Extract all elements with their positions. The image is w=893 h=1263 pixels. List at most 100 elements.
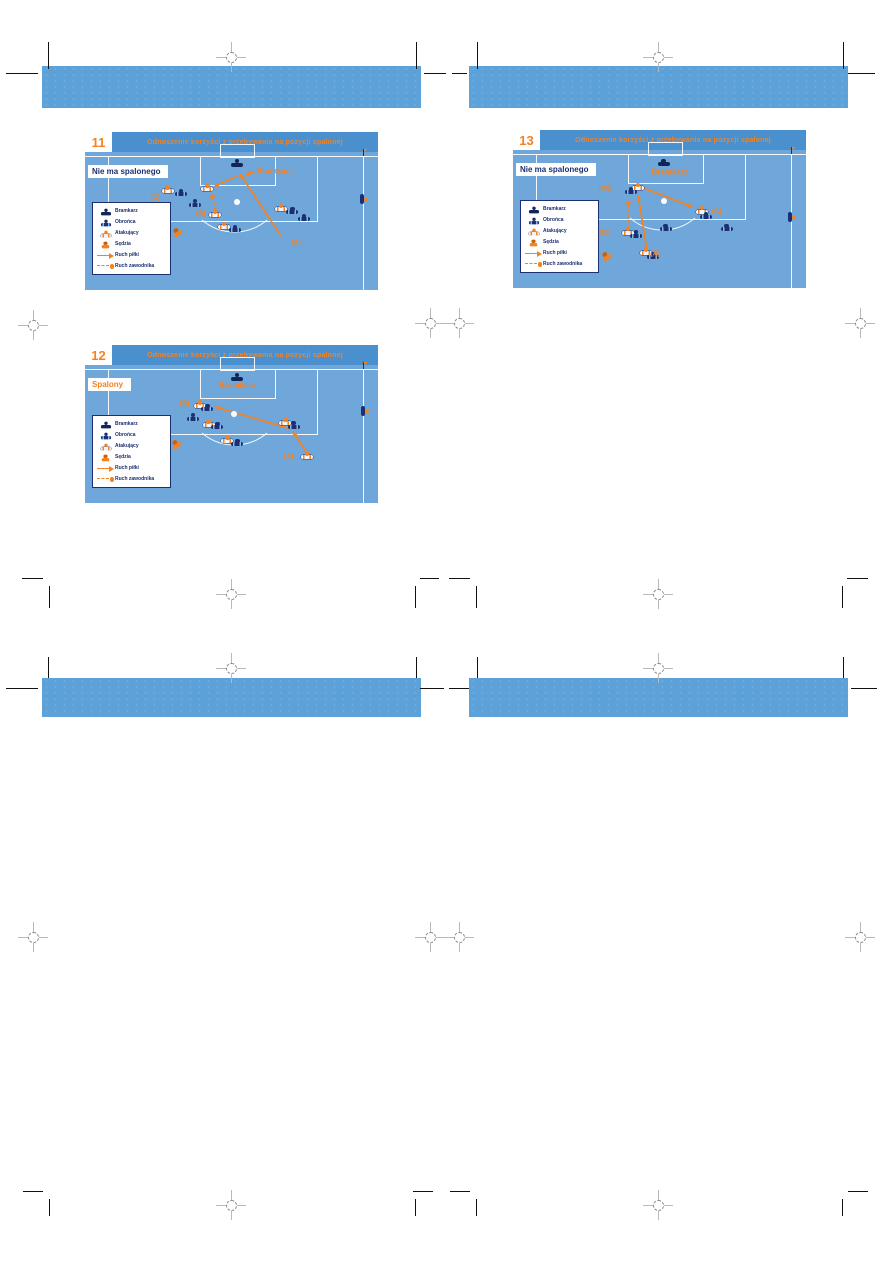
registration-mark	[643, 579, 673, 609]
legend-label: Sędzia	[115, 240, 131, 247]
attacker-icon	[193, 399, 206, 409]
def-body	[175, 192, 188, 197]
att-body	[621, 230, 634, 235]
diagram-title: Odnoszenie korzyści z przebywania na poz…	[147, 351, 343, 359]
legend-label: Ruch zawodnika	[543, 260, 583, 267]
gk-body	[528, 209, 539, 213]
player-label-C: (C)	[150, 194, 161, 202]
def-body	[528, 220, 539, 224]
goal-area-line	[628, 154, 704, 184]
registration-mark	[216, 42, 246, 72]
crop-mark	[848, 73, 875, 74]
crop-mark	[450, 1191, 470, 1192]
def-head	[205, 403, 210, 408]
pitch: Spalony Bramkarz (B) (A) Bramkarz Obrońca Atak…	[85, 356, 378, 503]
goalkeeper-icon	[528, 205, 539, 214]
player-movement-arrow-icon	[96, 475, 115, 485]
offside-diagram-11: 11 Odnoszenie korzyści z przebywania na p…	[85, 132, 378, 290]
ball-movement-arrow-icon	[97, 465, 114, 472]
crop-mark	[848, 1191, 868, 1192]
goalkeeper-label: Bramkarz	[651, 167, 688, 177]
legend-item: Sędzia	[96, 452, 168, 463]
attacker-icon	[217, 221, 230, 231]
defender-icon	[100, 218, 111, 227]
crop-mark	[424, 73, 446, 74]
registration-mark	[845, 308, 875, 338]
def-body	[298, 217, 311, 222]
crop-mark	[23, 1191, 43, 1192]
ball-movement-arrow-icon	[97, 252, 114, 259]
goal-area-line	[200, 369, 276, 399]
ref-body	[101, 457, 110, 461]
attacker-icon	[161, 184, 174, 194]
att-head	[221, 221, 227, 227]
legend-label: Sędzia	[115, 453, 131, 460]
attacker-icon	[100, 442, 111, 451]
def-body	[229, 228, 242, 233]
ball-movement-arrow-icon	[524, 249, 543, 259]
crop-mark	[416, 42, 417, 69]
referee-icon	[96, 240, 115, 250]
defender-icon	[298, 213, 311, 223]
att-body	[528, 231, 539, 235]
player-movement-arrow-icon	[97, 264, 114, 270]
registration-mark	[18, 310, 48, 340]
legend-item: Bramkarz	[96, 206, 168, 217]
attacker-icon	[201, 183, 214, 193]
crop-mark	[415, 586, 416, 608]
legend-label: Ruch zawodnika	[115, 262, 155, 269]
offside-status-label: Spalony	[88, 378, 132, 391]
att-head	[643, 247, 648, 252]
registration-mark	[415, 308, 445, 338]
crop-mark	[842, 1199, 843, 1216]
goalkeeper-icon	[657, 158, 670, 168]
def-head	[290, 206, 295, 212]
player-label-B2: (B2)	[598, 185, 613, 193]
corner-flag-cloth	[364, 362, 369, 366]
goalkeeper-icon	[231, 158, 244, 168]
def-head	[650, 251, 655, 256]
def-body	[100, 435, 111, 439]
legend-label: Ruch piłki	[115, 464, 139, 471]
crop-mark	[477, 42, 478, 69]
attacker-icon	[100, 229, 111, 238]
ball-icon	[234, 198, 241, 205]
goal-frame	[647, 141, 684, 157]
diagram-number: 12	[85, 345, 112, 365]
att-head	[531, 228, 536, 232]
att-body	[209, 212, 222, 217]
att-head	[625, 227, 631, 232]
legend-item: Atakujący	[524, 226, 596, 237]
crop-mark	[420, 688, 444, 689]
banner-bar-bottom-right	[469, 678, 848, 717]
def-body	[188, 202, 201, 207]
legend-label: Obrońca	[115, 218, 136, 225]
attacker-icon	[96, 442, 115, 452]
corner-flag-cloth	[364, 149, 369, 153]
def-head	[633, 230, 638, 235]
crop-mark	[476, 1199, 477, 1216]
crop-mark	[48, 657, 49, 678]
att-head	[699, 206, 705, 211]
def-head	[724, 223, 729, 229]
ball-movement-arrow-icon	[96, 251, 115, 261]
att-head	[165, 185, 170, 190]
crop-mark	[6, 688, 38, 689]
defender-icon	[229, 224, 242, 234]
diagram-header: 12 Odnoszenie korzyści z przebywania na p…	[85, 345, 378, 365]
diagram-header: 13 Odnoszenie korzyści z przebywania na p…	[513, 130, 806, 150]
crop-mark	[49, 586, 50, 608]
legend-item: Ruch zawodnika	[96, 261, 168, 272]
touch-line	[791, 154, 793, 288]
ar-head	[791, 214, 797, 220]
registration-mark	[415, 922, 445, 952]
corner-flag-cloth	[792, 147, 797, 151]
registration-mark	[643, 1190, 673, 1220]
goalkeeper-icon	[100, 207, 111, 216]
legend-label: Ruch zawodnika	[115, 475, 155, 482]
att-body	[279, 421, 292, 426]
diagram-number: 11	[85, 132, 112, 152]
att-body	[639, 250, 652, 255]
touch-line	[363, 156, 365, 290]
att-body	[301, 454, 314, 459]
